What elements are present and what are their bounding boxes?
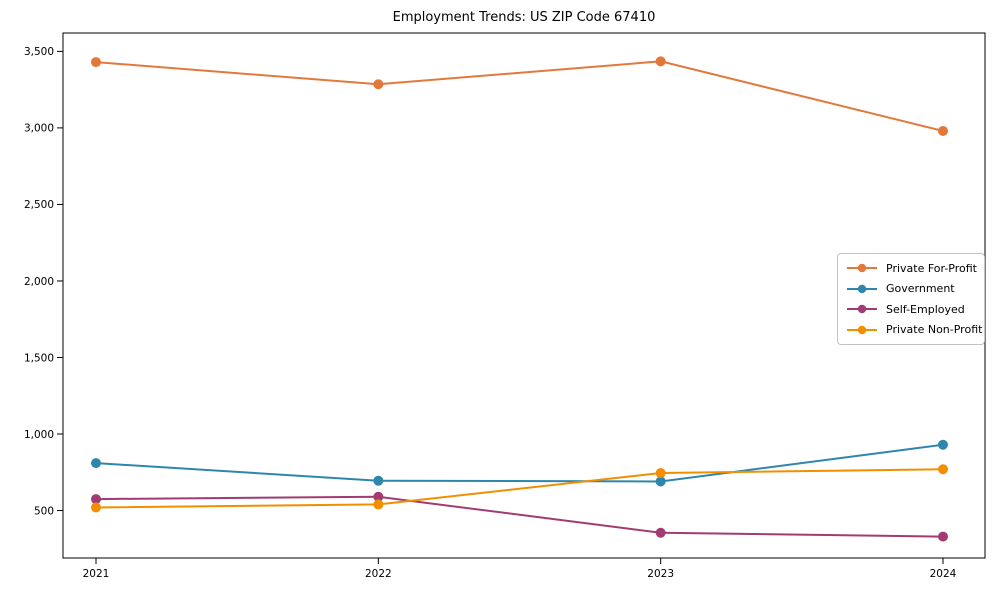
- y-tick-label: 3,000: [24, 123, 54, 135]
- series-point-self-employed: [938, 531, 948, 542]
- series-point-government: [373, 475, 384, 486]
- series-line-self-employed: [95, 495, 944, 538]
- series-point-government: [91, 458, 101, 469]
- x-tick-label: 2023: [647, 568, 674, 580]
- legend-marker-icon: [847, 284, 877, 293]
- series-point-government: [655, 476, 666, 487]
- legend-label: Self-Employed: [886, 302, 965, 316]
- axes-frame: [62, 32, 986, 559]
- x-tick-label: 2024: [930, 568, 957, 580]
- series-point-government: [938, 439, 948, 450]
- legend-marker-icon: [847, 264, 877, 273]
- legend-label: Private Non-Profit: [886, 323, 983, 337]
- legend-item-government: Government: [844, 279, 978, 300]
- series-point-self-employed: [91, 494, 101, 505]
- legend-label: Government: [886, 282, 955, 296]
- series-point-private-non-profit: [373, 499, 384, 510]
- x-tick-label: 2022: [365, 568, 392, 580]
- legend-label: Private For-Profit: [886, 261, 977, 275]
- legend-marker-icon: [847, 305, 877, 314]
- series-line-private-non-profit: [95, 468, 944, 509]
- series-point-self-employed: [373, 491, 384, 502]
- series-point-private-for-profit: [938, 125, 948, 136]
- x-tick-label: 2021: [83, 568, 110, 580]
- y-tick-label: 500: [34, 505, 54, 517]
- series-point-private-for-profit: [91, 57, 101, 68]
- y-tick-label: 3,500: [24, 46, 54, 58]
- y-tick-label: 2,500: [24, 199, 54, 211]
- series-point-private-non-profit: [91, 502, 101, 513]
- series-point-private-for-profit: [655, 56, 666, 67]
- y-tick-label: 1,500: [24, 352, 54, 364]
- series-line-government: [95, 443, 944, 483]
- legend-item-private-non-profit: Private Non-Profit: [844, 320, 982, 341]
- series-point-private-for-profit: [373, 79, 384, 90]
- series-point-self-employed: [655, 527, 666, 538]
- series-line-private-for-profit: [95, 60, 944, 132]
- legend-item-self-employed: Self-Employed: [844, 299, 978, 320]
- series-point-private-non-profit: [655, 468, 666, 479]
- legend: Private For-Profit Government Self-Emplo…: [837, 253, 985, 345]
- chart-title: Employment Trends: US ZIP Code 67410: [392, 10, 656, 25]
- y-tick-label: 2,000: [24, 276, 54, 288]
- series-point-private-non-profit: [938, 464, 948, 475]
- legend-item-private-for-profit: Private For-Profit: [844, 258, 978, 279]
- y-tick-label: 1,000: [24, 429, 54, 441]
- legend-marker-icon: [847, 325, 877, 334]
